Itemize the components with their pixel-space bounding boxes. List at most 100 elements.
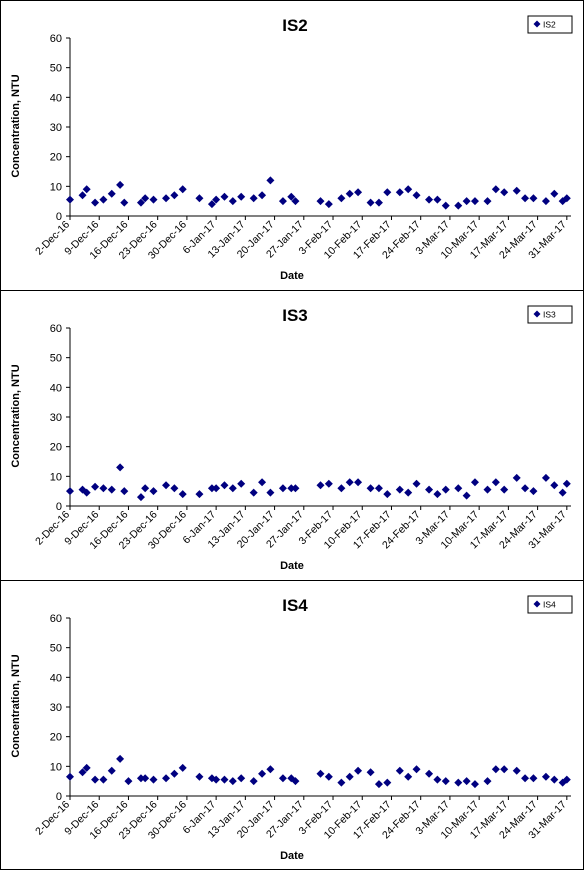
y-axis-label: Concentration, NTU (10, 364, 22, 467)
legend: IS4 (527, 595, 573, 614)
data-point (316, 769, 325, 778)
y-tick-label: 10 (50, 181, 62, 193)
data-point (462, 197, 471, 206)
data-point (562, 775, 571, 784)
data-point (491, 185, 500, 194)
data-point (116, 754, 125, 763)
data-point (374, 780, 383, 789)
data-point (258, 769, 267, 778)
data-point (195, 772, 204, 781)
data-point (107, 766, 116, 775)
data-point (207, 200, 216, 209)
data-point (337, 194, 346, 203)
data-point (249, 194, 258, 203)
data-point (383, 778, 392, 787)
data-point (366, 484, 375, 493)
data-point (404, 488, 413, 497)
data-point (433, 490, 442, 499)
data-point (249, 488, 258, 497)
legend-box (527, 595, 573, 614)
data-point (521, 484, 530, 493)
y-tick-label: 40 (50, 382, 62, 394)
data-point (78, 485, 87, 494)
data-point (316, 197, 325, 206)
data-point (178, 185, 187, 194)
data-point (345, 772, 354, 781)
data-point (512, 473, 521, 482)
data-point (78, 191, 87, 200)
data-point (99, 484, 108, 493)
y-tick-label: 60 (50, 33, 62, 45)
data-point (483, 485, 492, 494)
data-point (287, 484, 296, 493)
data-point (141, 194, 150, 203)
data-point (162, 774, 171, 783)
data-point (278, 774, 287, 783)
data-point (258, 191, 267, 200)
y-tick-label: 0 (56, 211, 62, 223)
data-point (345, 478, 354, 487)
legend-box (527, 305, 573, 324)
data-point (149, 775, 158, 784)
chart-panel-is2: IS2 0 10 20 30 40 50 60 2-Dec-16 9-Dec-16 16-Dec-1… (0, 0, 584, 291)
data-point (491, 478, 500, 487)
data-point (454, 201, 463, 210)
y-tick-label: 20 (50, 152, 62, 164)
data-point (404, 772, 413, 781)
data-point (500, 485, 509, 494)
data-point (258, 478, 267, 487)
data-point (170, 484, 179, 493)
data-point (470, 478, 479, 487)
data-point (170, 191, 179, 200)
data-point (395, 766, 404, 775)
data-point (500, 765, 509, 774)
data-point (412, 479, 421, 488)
y-tick-label: 30 (50, 122, 62, 134)
y-tick-label: 0 (56, 501, 62, 513)
data-point (207, 484, 216, 493)
data-point (107, 189, 116, 198)
data-point (82, 488, 91, 497)
legend: IS2 (527, 15, 573, 34)
data-point (412, 191, 421, 200)
y-tick-label: 10 (50, 761, 62, 773)
legend-box (527, 15, 573, 34)
legend-marker (533, 20, 541, 28)
data-point (162, 481, 171, 490)
data-point (149, 487, 158, 496)
data-point (324, 479, 333, 488)
data-point (541, 473, 550, 482)
data-point (278, 484, 287, 493)
chart-title: IS4 (282, 596, 308, 615)
data-point (529, 487, 538, 496)
data-point (107, 485, 116, 494)
data-point (470, 197, 479, 206)
data-point (291, 777, 300, 786)
data-point (529, 774, 538, 783)
legend-label: IS4 (543, 600, 556, 610)
data-point (66, 195, 74, 204)
data-point (366, 198, 375, 207)
chart-panel-is3: IS3 0 10 20 30 40 50 60 2-Dec-16 9-Dec-16 16-Dec-1… (0, 290, 584, 581)
data-point (237, 192, 246, 201)
data-point (383, 490, 392, 499)
data-point (354, 766, 363, 775)
data-point (228, 777, 237, 786)
data-point (454, 484, 463, 493)
data-point (441, 485, 450, 494)
y-tick-label: 50 (50, 353, 62, 365)
data-point (220, 775, 229, 784)
data-point (324, 200, 333, 209)
data-point (266, 488, 275, 497)
data-point (178, 490, 187, 499)
data-point (136, 493, 145, 502)
x-axis-label: Date (280, 560, 304, 572)
data-point (454, 778, 463, 787)
data-point (404, 185, 413, 194)
data-point (116, 180, 125, 189)
data-point (354, 188, 363, 197)
data-point (207, 774, 216, 783)
x-axis-label: Date (280, 270, 304, 282)
data-point (550, 775, 559, 784)
